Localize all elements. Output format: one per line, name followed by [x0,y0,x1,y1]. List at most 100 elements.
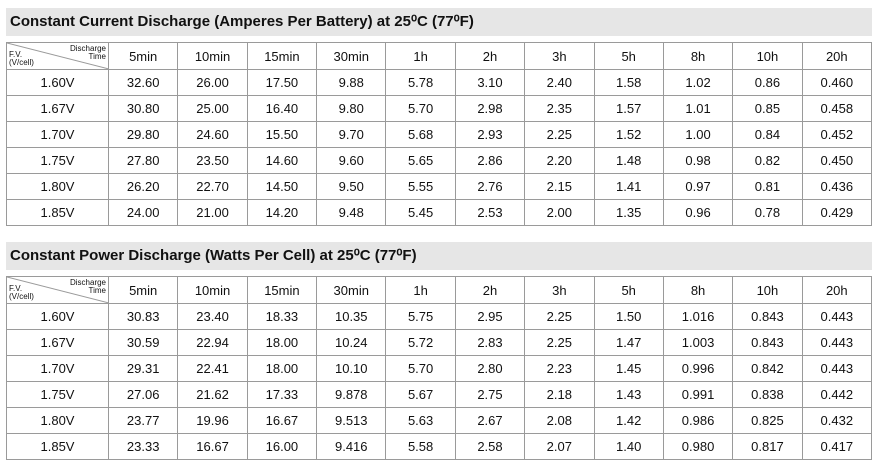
data-row: 1.60V 32.60 26.00 17.50 9.88 5.78 3.10 2.40 1.58… [6,69,873,96]
row-label: 1.80V [6,173,109,200]
cell: 10.24 [316,329,387,356]
row-label: 1.85V [6,199,109,226]
cell: 2.58 [454,433,526,460]
column-header: 3h [524,276,595,304]
data-row: 1.80V 26.20 22.70 14.50 9.50 5.55 2.76 2.15 1.41… [6,173,873,200]
cell: 26.20 [107,173,179,200]
cell: 1.58 [593,69,664,96]
cell: 21.62 [177,381,248,408]
cell: 30.83 [107,303,179,330]
data-table: F.V. (V/cell) Discharge Time 5min 10min 15mi… [6,42,873,226]
cell: 1.48 [593,147,664,174]
row-label: 1.67V [6,329,109,356]
cell: 2.15 [524,173,595,200]
cell: 22.70 [177,173,248,200]
row-label: 1.75V [6,147,109,174]
cell: 9.80 [316,95,387,122]
column-header: 20h [801,42,873,70]
cell: 9.878 [316,381,387,408]
cell: 26.00 [177,69,248,96]
cell: 0.986 [662,407,734,434]
cell: 14.50 [246,173,318,200]
cell: 0.842 [732,355,803,382]
cell: 2.76 [454,173,526,200]
column-header: 2h [454,276,526,304]
column-header: 10h [732,276,803,304]
cell: 9.513 [316,407,387,434]
data-row: 1.70V 29.31 22.41 18.00 10.10 5.70 2.80 2.23 1.4… [6,355,873,382]
cell: 1.47 [593,329,664,356]
column-header: 5min [107,42,179,70]
cell: 2.25 [524,303,595,330]
cell: 1.57 [593,95,664,122]
cell: 0.429 [801,199,873,226]
cell: 1.50 [593,303,664,330]
cell: 0.432 [801,407,873,434]
cell: 0.78 [732,199,803,226]
cell: 0.81 [732,173,803,200]
cell: 0.84 [732,121,803,148]
column-header: 20h [801,276,873,304]
cell: 1.40 [593,433,664,460]
cell: 10.35 [316,303,387,330]
cell: 0.443 [801,355,873,382]
cell: 3.10 [454,69,526,96]
column-header: 30min [316,276,387,304]
row-label: 1.85V [6,433,109,460]
cell: 0.85 [732,95,803,122]
cell: 0.442 [801,381,873,408]
cell: 19.96 [177,407,248,434]
row-axis-label: F.V. (V/cell) [9,284,34,301]
cell: 2.40 [524,69,595,96]
cell: 2.20 [524,147,595,174]
cell: 2.83 [454,329,526,356]
cell: 10.10 [316,355,387,382]
row-label: 1.70V [6,121,109,148]
diagonal-line [7,43,108,69]
diagonal-line [7,277,108,303]
cell: 2.93 [454,121,526,148]
cell: 1.52 [593,121,664,148]
row-label: 1.60V [6,303,109,330]
section: Constant Current Discharge (Amperes Per … [6,8,873,226]
cell: 2.86 [454,147,526,174]
cell: 29.80 [107,121,179,148]
cell: 0.450 [801,147,873,174]
cell: 0.458 [801,95,873,122]
col-axis-label: Discharge Time [69,44,106,61]
cell: 0.417 [801,433,873,460]
cell: 0.443 [801,329,873,356]
cell: 2.08 [524,407,595,434]
cell: 23.77 [107,407,179,434]
cell: 9.50 [316,173,387,200]
cell: 14.60 [246,147,318,174]
cell: 1.41 [593,173,664,200]
row-label: 1.60V [6,69,109,96]
cell: 1.01 [662,95,734,122]
cell: 0.460 [801,69,873,96]
cell: 5.68 [385,121,456,148]
cell: 2.35 [524,95,595,122]
cell: 0.991 [662,381,734,408]
cell: 2.07 [524,433,595,460]
cell: 0.825 [732,407,803,434]
cell: 5.58 [385,433,456,460]
data-row: 1.75V 27.06 21.62 17.33 9.878 5.67 2.75 2.18 1.4… [6,381,873,408]
cell: 27.06 [107,381,179,408]
row-label: 1.75V [6,381,109,408]
column-header: 10min [177,276,248,304]
cell: 1.35 [593,199,664,226]
cell: 0.98 [662,147,734,174]
data-row: 1.70V 29.80 24.60 15.50 9.70 5.68 2.93 2.25 1.52… [6,121,873,148]
cell: 2.53 [454,199,526,226]
data-row: 1.85V 24.00 21.00 14.20 9.48 5.45 2.53 2.00 1.35… [6,199,873,226]
cell: 0.86 [732,69,803,96]
cell: 1.02 [662,69,734,96]
column-header: 5h [593,276,664,304]
cell: 9.88 [316,69,387,96]
cell: 0.843 [732,303,803,330]
cell: 1.003 [662,329,734,356]
cell: 2.95 [454,303,526,330]
cell: 5.70 [385,355,456,382]
row-label: 1.80V [6,407,109,434]
